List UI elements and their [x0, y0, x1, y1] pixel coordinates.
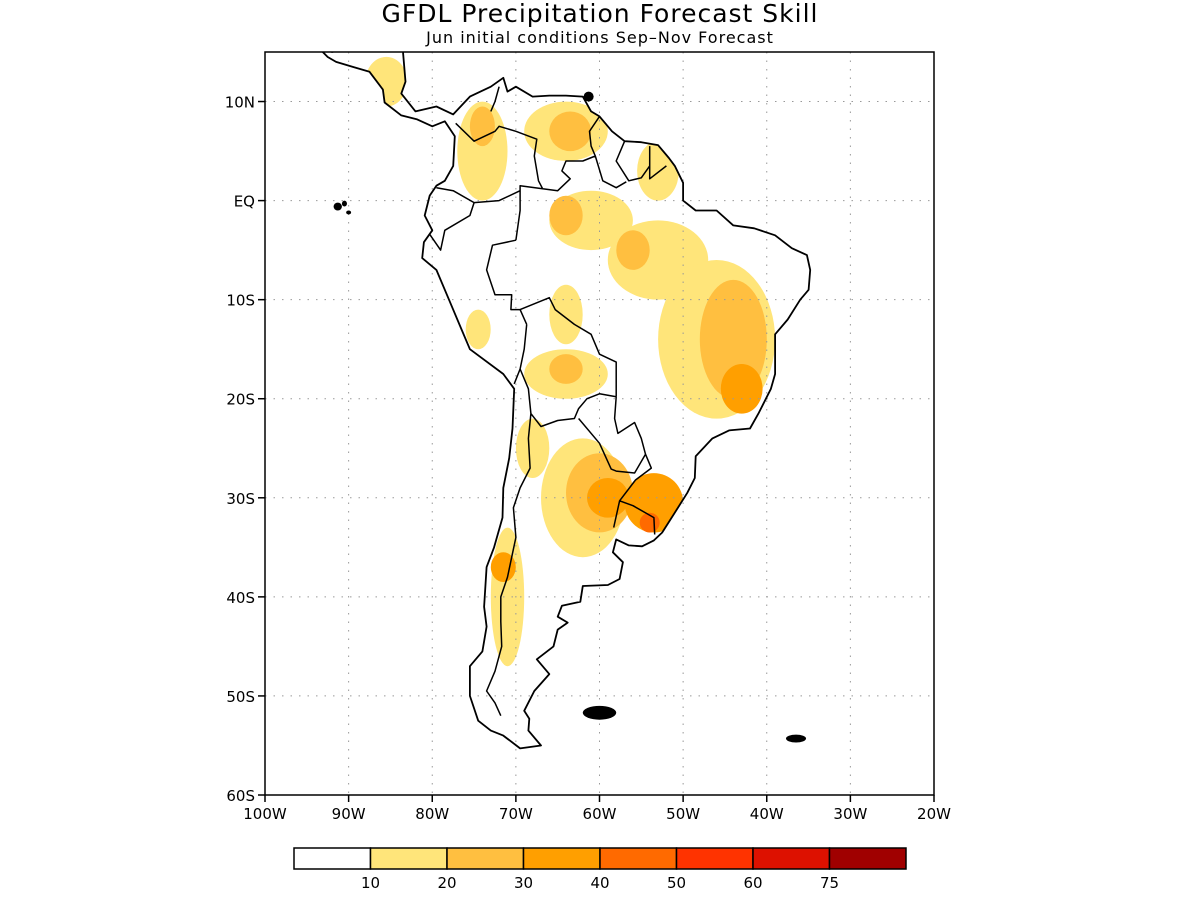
y-tick-label-30S: 30S	[226, 490, 255, 508]
colorbar-label-40: 40	[590, 874, 609, 892]
colorbar-label-10: 10	[361, 874, 380, 892]
colorbar-swatch-5	[675, 847, 754, 870]
colorbar-label-50: 50	[667, 874, 686, 892]
island-0	[333, 202, 342, 211]
x-tick-label-70W: 70W	[499, 805, 533, 823]
skill-region-andes-north-arg	[515, 418, 550, 478]
y-tick-label-60S: 60S	[226, 787, 255, 805]
island-5	[583, 91, 594, 102]
skill-region-amazon-central-core	[616, 230, 650, 270]
y-tick-label-40S: 40S	[226, 589, 255, 607]
skill-region-colombia-core	[469, 106, 495, 147]
gridlines	[265, 52, 934, 795]
colorbar-swatch-6	[752, 847, 831, 870]
country-borders	[429, 86, 667, 717]
map-background	[265, 52, 934, 795]
x-tick-label-90W: 90W	[332, 805, 366, 823]
skill-region-brazil-east-peak	[720, 364, 763, 414]
colorbar-label-30: 30	[514, 874, 533, 892]
island-1	[341, 200, 347, 207]
skill-region-peru-bolivia	[549, 284, 583, 345]
colorbar-label-20: 20	[437, 874, 456, 892]
islands	[333, 31, 900, 743]
colorbar-swatch-1	[369, 847, 448, 870]
x-tick-label-100W: 100W	[243, 805, 287, 823]
skill-region-venezuela-core	[549, 111, 592, 152]
colorbar-label-75: 75	[820, 874, 839, 892]
colorbar-swatch-3	[522, 847, 601, 870]
island-2	[346, 210, 352, 215]
colorbar-swatch-4	[599, 847, 678, 870]
colorbar-swatch-0	[293, 847, 372, 870]
skill-region-colombia	[457, 101, 508, 201]
skill-region-bolivia-core	[549, 354, 583, 384]
y-tick-label-10N: 10N	[225, 94, 255, 112]
island-4	[785, 734, 807, 743]
island-6	[892, 31, 900, 37]
colorbar-label-60: 60	[743, 874, 762, 892]
x-tick-label-40W: 40W	[750, 805, 784, 823]
coastlines	[321, 31, 900, 750]
continent-outline	[321, 52, 812, 750]
map-subtitle: Jun initial conditions Sep–Nov Forecast	[426, 28, 774, 47]
map-title: GFDL Precipitation Forecast Skill	[381, 0, 819, 28]
colorbar: 10 20 30 40 50 60 75	[293, 847, 907, 892]
y-tick-label-20S: 20S	[226, 391, 255, 409]
skill-region-chile-andes-core	[490, 552, 516, 582]
y-tick-label-50S: 50S	[226, 688, 255, 706]
colorbar-swatch-2	[446, 847, 525, 870]
x-tick-label-60W: 60W	[583, 805, 617, 823]
skill-region-uruguay-south-brazil	[624, 473, 684, 533]
colorbar-swatch-7	[828, 847, 907, 870]
x-tick-label-30W: 30W	[833, 805, 867, 823]
x-tick-label-50W: 50W	[666, 805, 700, 823]
skill-region-amazon-north-core	[549, 195, 583, 236]
x-tick-label-20W: 20W	[917, 805, 951, 823]
x-tick-label-80W: 80W	[415, 805, 449, 823]
skill-region-peru-coast	[465, 309, 491, 350]
y-tick-label-EQ: EQ	[234, 193, 255, 211]
y-tick-label-10S: 10S	[226, 292, 255, 310]
island-3	[582, 705, 617, 720]
